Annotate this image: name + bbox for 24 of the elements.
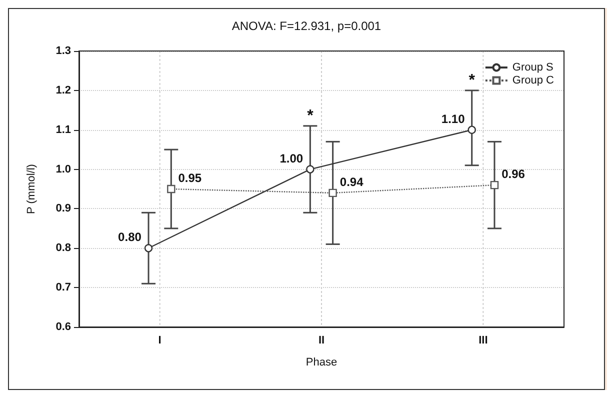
x-axis-title: Phase	[306, 356, 338, 368]
y-tick-label: 0.8	[56, 242, 71, 254]
y-tick-label: 0.6	[56, 321, 71, 333]
y-tick-label: 1.3	[56, 45, 71, 57]
y-tick-label: 1.0	[56, 163, 71, 176]
data-label: 0.94	[340, 174, 364, 189]
y-tick-label: 1.1	[56, 124, 71, 136]
x-tick-label: III	[478, 334, 488, 346]
data-label: 1.10	[441, 112, 466, 126]
y-tick-label: 0.9	[56, 202, 71, 215]
y-axis-title: P (mmol/l)	[26, 164, 38, 214]
annotation: *	[307, 107, 314, 124]
legend-label: Group S	[512, 62, 554, 74]
chart-title: ANOVA: F=12.931, p=0.001	[232, 19, 382, 33]
x-tick-label: II	[318, 334, 325, 346]
x-tick-label: I	[158, 334, 162, 346]
data-label: 1.00	[280, 151, 304, 166]
data-label: 0.95	[178, 171, 202, 185]
y-tick-label: 0.7	[56, 282, 71, 294]
data-label: 0.96	[502, 167, 526, 182]
data-label: 0.80	[118, 230, 142, 244]
annotation: *	[468, 72, 476, 89]
legend-label: Group C	[512, 74, 554, 86]
y-tick-label: 1.2	[56, 84, 71, 96]
